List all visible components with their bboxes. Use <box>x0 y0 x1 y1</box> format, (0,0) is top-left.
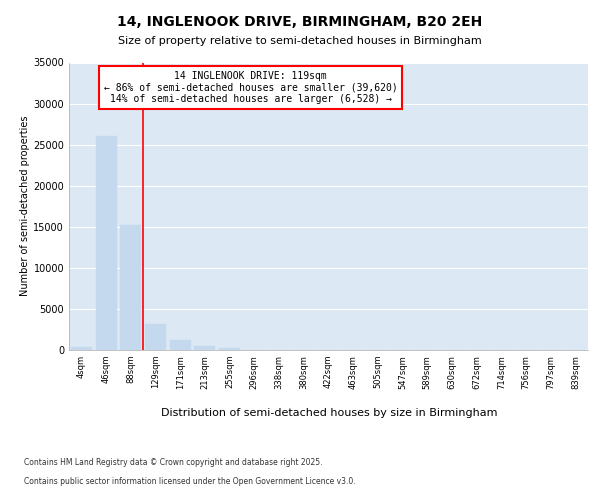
Bar <box>120 225 141 350</box>
Text: Contains HM Land Registry data © Crown copyright and database right 2025.: Contains HM Land Registry data © Crown c… <box>24 458 323 467</box>
Text: Size of property relative to semi-detached houses in Birmingham: Size of property relative to semi-detach… <box>118 36 482 46</box>
Text: 14, INGLENOOK DRIVE, BIRMINGHAM, B20 2EH: 14, INGLENOOK DRIVE, BIRMINGHAM, B20 2EH <box>118 16 482 30</box>
Bar <box>71 347 92 350</box>
Y-axis label: Number of semi-detached properties: Number of semi-detached properties <box>20 116 31 296</box>
Bar <box>219 348 240 350</box>
Bar <box>95 136 116 350</box>
Text: Distribution of semi-detached houses by size in Birmingham: Distribution of semi-detached houses by … <box>161 408 497 418</box>
Bar <box>194 346 215 350</box>
Text: 14 INGLENOOK DRIVE: 119sqm
← 86% of semi-detached houses are smaller (39,620)
14: 14 INGLENOOK DRIVE: 119sqm ← 86% of semi… <box>104 71 398 104</box>
Bar <box>145 324 166 350</box>
Bar <box>170 340 191 350</box>
Text: Contains public sector information licensed under the Open Government Licence v3: Contains public sector information licen… <box>24 476 356 486</box>
